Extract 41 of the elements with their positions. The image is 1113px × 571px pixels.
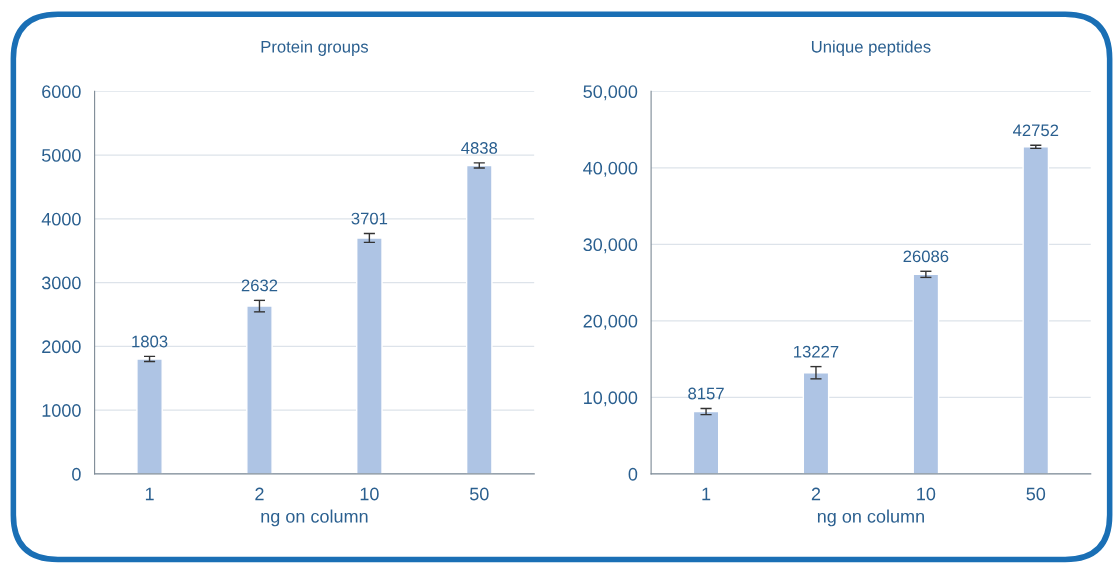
bar xyxy=(802,372,830,474)
chart-title: Unique peptides xyxy=(811,40,931,56)
x-tick-label: 1 xyxy=(145,487,154,501)
x-tick-label: 50 xyxy=(1026,487,1046,501)
data-label: 3701 xyxy=(351,212,388,225)
x-tick-label: 10 xyxy=(917,487,936,501)
y-tick-label: 0 xyxy=(628,467,638,481)
bar xyxy=(246,305,273,474)
data-label: 42752 xyxy=(1013,124,1059,137)
bar xyxy=(1022,146,1050,474)
data-label: 4838 xyxy=(461,142,498,154)
data-label: 1803 xyxy=(132,335,168,348)
x-tick-label: 2 xyxy=(811,487,821,501)
y-tick-label: 10,000 xyxy=(584,391,638,407)
y-tick-label: 1000 xyxy=(42,404,81,417)
y-tick-label: 6000 xyxy=(42,85,81,99)
data-label: 13227 xyxy=(794,345,839,358)
data-label: 8157 xyxy=(688,387,724,400)
x-axis-title: ng on column xyxy=(817,509,924,527)
x-tick-label: 10 xyxy=(360,487,379,501)
x-tick-label: 2 xyxy=(255,487,264,501)
x-tick-label: 50 xyxy=(469,487,489,501)
y-tick-label: 4000 xyxy=(41,212,81,226)
x-axis-title: ng on column xyxy=(261,509,368,527)
y-tick-label: 50,000 xyxy=(583,85,638,101)
bar xyxy=(356,237,383,474)
bar xyxy=(136,358,163,474)
y-tick-label: 20,000 xyxy=(583,314,638,330)
data-label: 2632 xyxy=(241,279,278,292)
y-tick-label: 30,000 xyxy=(583,238,638,254)
y-tick-label: 3000 xyxy=(41,276,81,290)
bar xyxy=(465,164,493,474)
chart-title: Protein groups xyxy=(261,40,369,56)
bar xyxy=(692,410,720,474)
x-tick-label: 1 xyxy=(702,487,711,501)
y-tick-label: 40,000 xyxy=(583,161,638,177)
data-label: 26086 xyxy=(903,250,949,263)
bar xyxy=(912,273,940,474)
y-tick-label: 5000 xyxy=(41,149,81,162)
y-tick-label: 0 xyxy=(72,467,81,481)
y-tick-label: 2000 xyxy=(42,340,81,354)
